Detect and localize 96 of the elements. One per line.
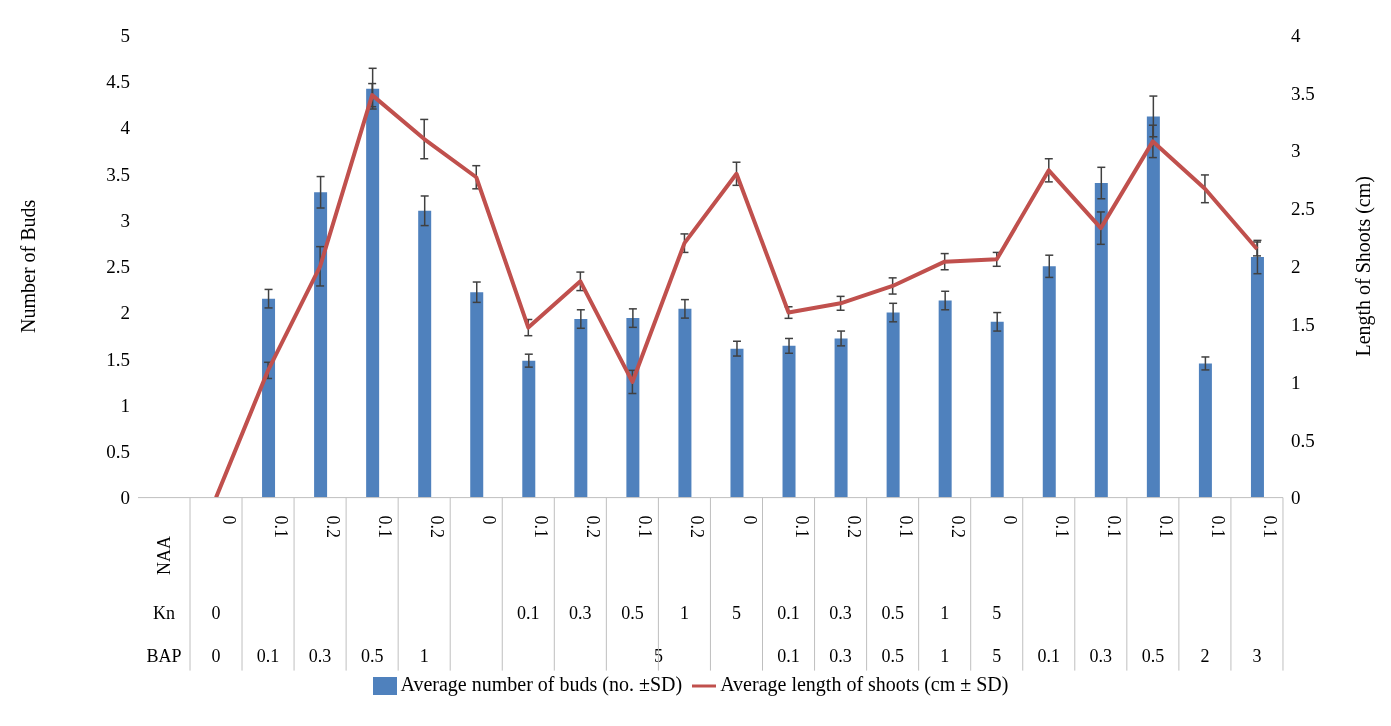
x-tick-label: 0.1 (531, 515, 552, 539)
x-tick-label: 0 (999, 515, 1020, 525)
text: 0.5 (1141, 645, 1165, 666)
x-tick-label: 0.2 (427, 515, 448, 539)
bar (1250, 257, 1264, 498)
text: 5 (992, 645, 1002, 666)
text: 1 (419, 645, 429, 666)
bar (314, 192, 328, 498)
text: 5 (992, 602, 1002, 623)
bar (1042, 266, 1056, 498)
x-tick-label: 0 (739, 515, 760, 525)
bar (1146, 116, 1160, 498)
text: 2 (1200, 645, 1210, 666)
y2-tick-label: 1.5 (1291, 313, 1315, 335)
text: NAA (154, 536, 175, 576)
x-tick-label: 0.1 (635, 515, 656, 539)
bar (262, 298, 276, 498)
x-tick-label: 0.1 (1259, 515, 1280, 539)
text: 0.1 (517, 602, 540, 623)
bar (1094, 183, 1108, 498)
y2-tick-label: 2.5 (1291, 198, 1315, 220)
y-tick-label: 1 (120, 394, 130, 416)
y2-tick-label: 4 (1291, 24, 1301, 46)
y-tick-label: 3 (120, 209, 130, 231)
text: 0.3 (829, 602, 852, 623)
y-tick-label: 0.5 (106, 441, 130, 463)
x-tick-label: 0 (479, 515, 500, 525)
bar (990, 321, 1004, 498)
x-tick-label: 0.1 (1207, 515, 1228, 539)
y-axis-title: Number of Buds (17, 199, 40, 333)
text: 0.1 (1037, 645, 1061, 666)
x-tick-label: 0.1 (1155, 515, 1176, 539)
y-tick-label: 4 (120, 117, 131, 139)
bar (574, 319, 588, 498)
x-tick-label: 0.1 (1103, 515, 1124, 539)
bar (678, 308, 692, 498)
y2-axis-title: Length of Shoots (cm) (1352, 176, 1376, 357)
text: 0.5 (881, 645, 904, 666)
y-tick-label: 5 (120, 24, 130, 46)
text: 0 (211, 602, 221, 623)
x-tick-label: 0.2 (687, 515, 708, 539)
text: 0.3 (1089, 645, 1113, 666)
y2-tick-label: 3.5 (1291, 82, 1315, 104)
text: 0.1 (777, 645, 800, 666)
x-tick-label: 0.1 (1051, 515, 1072, 539)
legend-label: Average number of buds (no. ±SD) (400, 672, 683, 695)
y-tick-label: 4.5 (106, 71, 130, 92)
bar (1198, 363, 1212, 498)
bar (730, 348, 744, 498)
text: 1 (940, 645, 950, 666)
x-tick-label: 0.2 (583, 515, 604, 539)
y2-tick-label: 1 (1291, 371, 1301, 393)
y-tick-label: 1.5 (106, 348, 130, 370)
x-tick-label: 0.2 (323, 515, 344, 539)
text: 0.3 (569, 602, 592, 623)
bar (834, 338, 848, 498)
y2-tick-label: 0.5 (1291, 429, 1315, 451)
y2-tick-label: 3 (1291, 140, 1301, 162)
legend-label: Average length of shoots (cm ± SD) (720, 672, 1009, 695)
x-tick-label: 0.1 (791, 515, 812, 539)
text: 5 (732, 602, 741, 623)
text: 0 (211, 645, 221, 666)
bar (366, 88, 380, 498)
bar (522, 360, 536, 498)
text: 0.3 (829, 645, 852, 666)
x-tick-label: 0.2 (947, 515, 968, 539)
y-tick-label: 0 (120, 487, 130, 509)
x-tick-label: 0.1 (375, 515, 396, 539)
y2-tick-label: 0 (1291, 487, 1301, 509)
bar (626, 318, 640, 498)
bar (418, 210, 432, 498)
text: 5 (653, 645, 663, 666)
bar (938, 300, 952, 498)
text: BAP (146, 645, 182, 666)
x-tick-label: 0 (219, 515, 240, 525)
line-series (214, 93, 1259, 498)
text: 3 (1252, 645, 1262, 666)
text: 0.5 (621, 602, 644, 623)
text: Kn (153, 602, 176, 623)
x-tick-label: 0.1 (895, 515, 916, 539)
text: 0.1 (777, 602, 800, 623)
text: 1 (679, 602, 689, 623)
bar (886, 312, 900, 498)
y-tick-label: 2 (120, 302, 130, 324)
y-tick-label: 3.5 (106, 163, 130, 185)
x-tick-label: 0.2 (843, 515, 864, 539)
text: 1 (940, 602, 950, 623)
y-tick-label: 2.5 (106, 256, 130, 278)
text: 0.1 (256, 645, 280, 666)
bar (782, 345, 796, 498)
x-tick-label: 0.1 (271, 515, 292, 539)
bar (470, 292, 484, 498)
text: 0.3 (308, 645, 332, 666)
text: 0.5 (881, 602, 904, 623)
y2-tick-label: 2 (1291, 256, 1301, 278)
text: 0.5 (360, 645, 384, 666)
